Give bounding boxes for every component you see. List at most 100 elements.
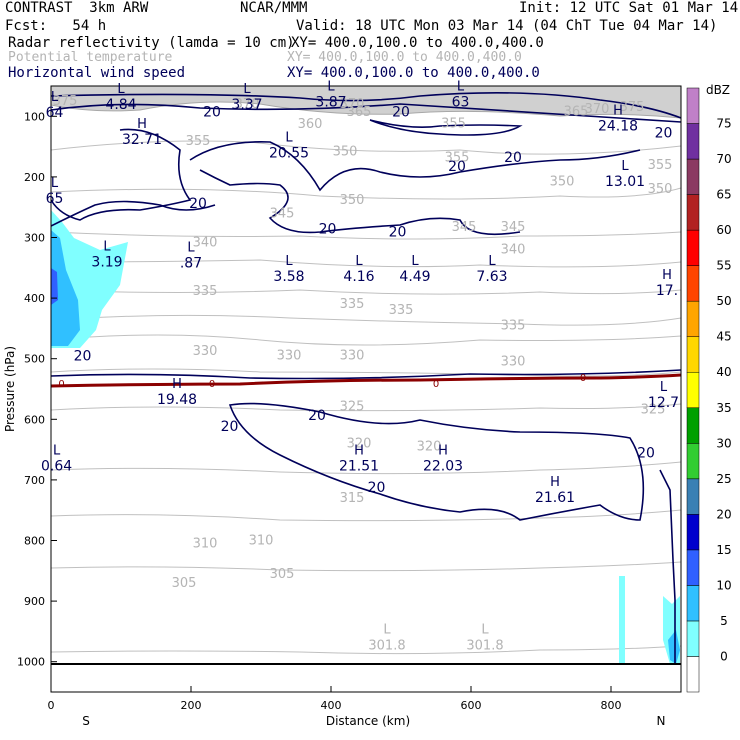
wind-extremum-marker: L xyxy=(355,254,363,269)
wind-extremum-value: 0.64 xyxy=(41,459,72,475)
colorbar-swatch xyxy=(686,300,700,337)
y-tick-label: 500 xyxy=(24,353,45,366)
colorbar-level-label: 5 xyxy=(720,614,728,628)
forecast-hour: Fcst: 54 h xyxy=(5,18,107,34)
valid-time: Valid: 18 UTC Mon 03 Mar 14 (04 ChT Tue … xyxy=(296,18,718,34)
theta-contour-label: 335 xyxy=(389,303,414,318)
reflectivity-fill xyxy=(51,210,680,664)
colorbar-swatch xyxy=(686,549,700,586)
wind-extremum-value: 22.03 xyxy=(423,459,463,475)
colorbar-level-label: 0 xyxy=(720,649,728,663)
field-reflectivity-name: Radar reflectivity (lamda = 10 cm) xyxy=(8,35,295,51)
theta-contour-label: 330 xyxy=(340,349,365,364)
y-tick-label: 1000 xyxy=(17,656,45,669)
theta-contour-label: 335 xyxy=(340,297,365,312)
theta-contour-label: 350 xyxy=(333,144,358,159)
wind-extremum-value: 21.51 xyxy=(339,459,379,475)
wind-extremum-marker: H xyxy=(172,377,182,392)
wind-extremum-value: 63 xyxy=(452,94,470,110)
y-tick-label: 900 xyxy=(24,595,45,608)
wind-extremum-value: 24.18 xyxy=(598,119,638,135)
theta-contour-label: 315 xyxy=(340,491,365,506)
wind-contour-lines xyxy=(51,92,681,664)
colorbar-level-label: 15 xyxy=(716,543,731,557)
wind-extremum-value: 64 xyxy=(46,105,64,121)
x-tick-label: 200 xyxy=(181,699,202,712)
wind-extremum-marker: H xyxy=(550,475,560,490)
theta-contour-label: 340 xyxy=(501,243,526,258)
wind-contour-label: 20 xyxy=(637,446,655,462)
south-end-label: S xyxy=(82,714,90,728)
colorbar-swatch xyxy=(686,336,700,373)
colorbar-level-label: 55 xyxy=(716,259,731,273)
theta-extremum-marker: L xyxy=(481,622,489,637)
colorbar-swatch xyxy=(686,265,700,302)
wind-extremum-marker: L xyxy=(285,130,293,145)
theta-contour-label: 320 xyxy=(417,440,442,455)
colorbar: 0 5 10 15 20 25 30 35 40 45 50 55 60 65 70 75 xyxy=(686,87,732,693)
freezing-level-label: 0 xyxy=(433,379,439,390)
theta-contour-label: 350 xyxy=(648,182,673,197)
colorbar-swatch xyxy=(686,371,700,409)
field-theta-xy: XY= 400.0,100.0 to 400.0,400.0 xyxy=(287,50,522,65)
theta-contour-label: 305 xyxy=(172,576,197,591)
y-tick-label: 700 xyxy=(24,474,45,487)
colorbar-level-label: 65 xyxy=(716,188,731,202)
wind-extremum-value: 12.7 xyxy=(648,395,679,411)
wind-extremum-value: 20.55 xyxy=(269,145,309,161)
colorbar-level-label: 10 xyxy=(716,578,731,592)
colorbar-level-label: 30 xyxy=(716,436,731,450)
wind-extremum-marker: H xyxy=(137,117,147,132)
theta-contour-label: 365 xyxy=(564,104,589,119)
colorbar-level-label: 25 xyxy=(716,472,731,486)
wind-extremum-value: 21.61 xyxy=(535,490,575,506)
north-end-label: N xyxy=(657,714,666,728)
x-axis-label: Distance (km) xyxy=(326,714,410,728)
wind-contour-label: 20 xyxy=(655,126,673,142)
wind-extremum-marker: L xyxy=(243,82,251,97)
colorbar-swatch xyxy=(686,514,700,551)
plot-frame xyxy=(50,85,682,693)
model-name: CONTRAST 3km ARW xyxy=(5,0,149,16)
colorbar-swatch xyxy=(686,620,700,657)
theta-contour-label: 350 xyxy=(550,175,575,190)
freezing-level-label: 0 xyxy=(580,373,586,384)
wind-contour-label: 20 xyxy=(368,480,386,496)
field-wind-xy: XY= 400.0,100.0 to 400.0,400.0 xyxy=(287,65,540,81)
wind-extremum-value: .87 xyxy=(180,256,202,272)
wind-extremum-value: 19.48 xyxy=(157,392,197,408)
colorbar-level-label: 20 xyxy=(716,507,731,521)
theta-contour-label: 355 xyxy=(186,134,211,149)
wind-contour-label: 20 xyxy=(308,408,326,424)
field-theta-name: Potential temperature xyxy=(8,50,173,65)
theta-contour-label: 340 xyxy=(193,235,218,250)
colorbar-swatch xyxy=(686,123,700,160)
wind-extremum-marker: L xyxy=(327,79,335,94)
wind-extremum-value: 13.01 xyxy=(605,174,645,190)
wind-extremum-marker: L xyxy=(53,444,61,459)
wind-extremum-marker: L xyxy=(51,90,59,105)
wind-contour-label: 20 xyxy=(504,150,522,166)
wind-extremum-value: 32.71 xyxy=(122,132,162,148)
wind-contour-label: 20 xyxy=(221,419,239,435)
wind-contour-label: 20 xyxy=(74,349,92,365)
theta-contour-label: 375 xyxy=(620,100,645,115)
colorbar-unit: dBZ xyxy=(706,83,730,97)
y-tick-label: 100 xyxy=(24,110,45,123)
wind-extremum-value: 4.84 xyxy=(105,97,136,113)
x-tick-label: 400 xyxy=(321,699,342,712)
theta-contour-label: 375 xyxy=(53,94,78,109)
wind-extremum-marker: L xyxy=(621,159,629,174)
init-time: Init: 12 UTC Sat 01 Mar 14 xyxy=(519,0,739,16)
theta-contour-label: 360 xyxy=(298,117,323,132)
freezing-level-label: 0 xyxy=(58,379,64,390)
x-tick-label: 800 xyxy=(601,699,622,712)
wind-extremum-marker: H xyxy=(613,104,623,119)
colorbar-swatch xyxy=(686,194,700,231)
theta-contour-label: 345 xyxy=(270,206,295,221)
theta-contour-label: 330 xyxy=(193,344,218,359)
field-reflectivity-xy: XY= 400.0,100.0 to 400.0,400.0 xyxy=(291,35,544,51)
theta-contour-label: 355 xyxy=(445,151,470,166)
colorbar-level-label: 70 xyxy=(716,152,731,166)
theta-contour-lines xyxy=(51,140,681,655)
